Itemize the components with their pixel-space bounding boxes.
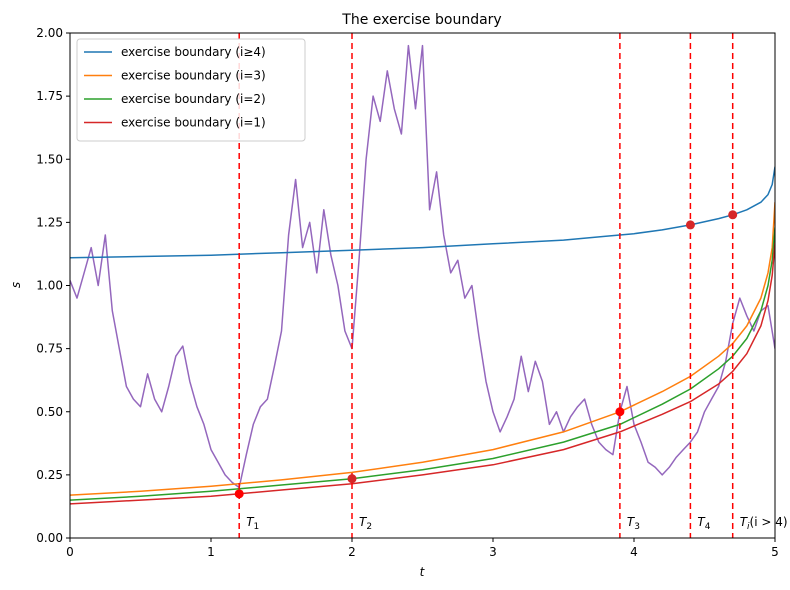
y-tick-label-3: 0.75 [36,342,63,356]
series-line-4 [70,44,775,489]
legend-box [76,38,306,142]
y-tick-label-4: 1.00 [36,279,63,293]
y-tick-label-6: 1.50 [36,152,63,166]
legend-label-1: exercise boundary (i=3) [121,69,266,83]
legend-label-0: exercise boundary (i≥4) [121,45,266,59]
x-tick-label-5: 5 [771,545,779,559]
x-tick-label-3: 3 [489,545,497,559]
chart-title: The exercise boundary [341,12,501,28]
x-axis: 0 1 2 3 4 5 [66,538,779,559]
series-line-2 [70,227,775,501]
x-tick-label-2: 2 [348,545,356,559]
series-line-0 [70,166,775,259]
vline-label-5: Ti(i > 4) [740,515,788,532]
y-tick-label-7: 1.75 [36,89,63,103]
vline-label-2: T2 [359,515,372,532]
legend-label-3: exercise boundary (i=1) [121,116,266,130]
exercise-point-2 [347,474,357,484]
y-tick-label-5: 1.25 [36,215,63,229]
vline-label-4: T4 [697,515,710,532]
vline-label-3: T3 [627,515,640,532]
exercise-point-1 [234,489,244,499]
y-axis: 0.00 0.25 0.50 0.75 1.00 1.25 1.50 1.75 2.00 [36,26,70,545]
exercise-point-3 [615,407,625,417]
x-tick-label-4: 4 [630,545,638,559]
y-axis-label: s [9,282,23,288]
x-axis-label: t [420,565,426,579]
x-tick-label-0: 0 [66,545,74,559]
legend-label-2: exercise boundary (i=2) [121,92,266,106]
series-line-1 [70,202,775,496]
x-tick-label-1: 1 [207,545,215,559]
series-line-3 [70,242,775,505]
legend: exercise boundary (i≥4) exercise boundary… [76,38,306,142]
vline-label-1: T1 [246,515,259,532]
y-tick-label-2: 0.50 [36,405,63,419]
exercise-point-5 [728,210,738,220]
y-tick-label-0: 0.00 [36,531,63,545]
exercise-point-4 [685,220,695,230]
plot-clip-group [70,44,775,505]
y-tick-label-8: 2.00 [36,26,63,40]
y-tick-label-1: 0.25 [36,468,63,482]
